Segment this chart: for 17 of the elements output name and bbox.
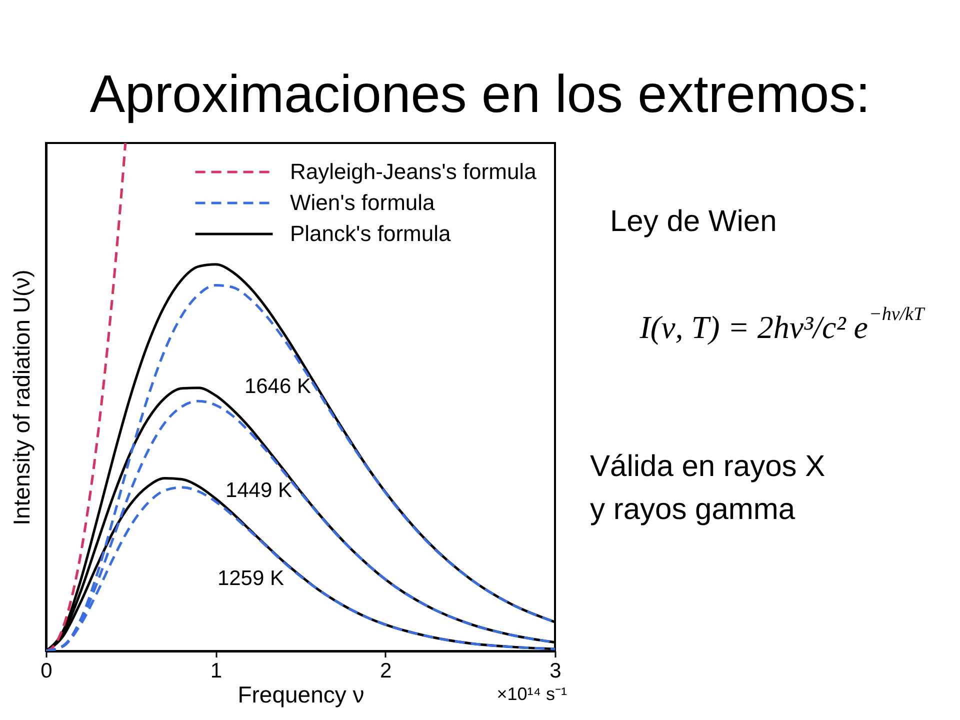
legend-label: Planck's formula bbox=[290, 221, 452, 246]
y-axis-title: Intensity of radiation U(ν) bbox=[8, 270, 34, 526]
x-tick-label: 0 bbox=[40, 660, 52, 682]
x-tick-label: 2 bbox=[380, 660, 392, 682]
x-tick-label: 1 bbox=[210, 660, 222, 682]
text: ×10¹⁴ s⁻¹ bbox=[496, 684, 567, 704]
x-tick-label: 3 bbox=[550, 660, 562, 682]
annotation: 1449 K bbox=[225, 479, 292, 502]
text: Ley de Wien bbox=[610, 205, 777, 238]
legend-label: Wien's formula bbox=[290, 190, 436, 215]
text: y rayos gamma bbox=[590, 493, 796, 526]
text: Válida en rayos X bbox=[590, 450, 826, 483]
x-axis-title: Frequency ν bbox=[238, 682, 364, 708]
legend-label: Rayleigh-Jeans's formula bbox=[290, 159, 538, 184]
annotation: 1259 K bbox=[217, 567, 284, 590]
annotation: 1646 K bbox=[244, 375, 311, 398]
chart-title: Aproximaciones en los extremos: bbox=[90, 65, 870, 124]
